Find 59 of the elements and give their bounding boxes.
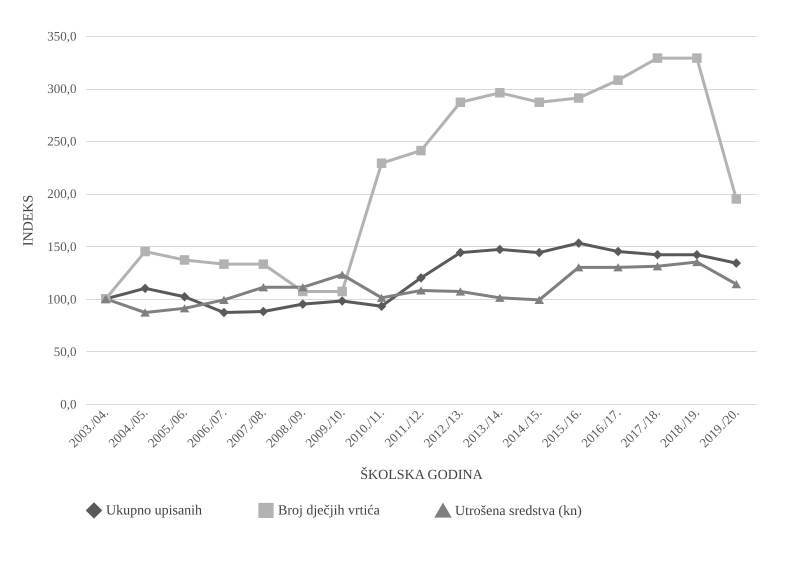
y-tick-label: 50,0 [54, 344, 76, 359]
y-tick-label: 350,0 [47, 28, 76, 44]
point [692, 53, 702, 63]
point [180, 292, 190, 302]
point [652, 53, 662, 63]
point [140, 308, 150, 317]
point [337, 270, 347, 279]
point [140, 284, 150, 294]
y-axis-title: INDEKS [21, 194, 36, 246]
point [652, 250, 662, 260]
point [219, 296, 229, 304]
point [495, 244, 505, 254]
point [416, 146, 426, 156]
y-tick-label: 300,0 [47, 81, 76, 96]
point [298, 299, 308, 309]
point [456, 248, 466, 258]
point [376, 294, 386, 302]
point [534, 248, 544, 258]
point [298, 283, 308, 292]
point [337, 296, 347, 306]
y-tick-label: 100,0 [47, 291, 76, 306]
point [180, 304, 190, 312]
point [337, 286, 347, 296]
legend-label: Ukupno upisanih [106, 503, 202, 518]
y-tick-label: 250,0 [47, 134, 76, 149]
x-axis-title: ŠKOLSKA GODINA [360, 466, 484, 484]
point [692, 258, 702, 266]
point [258, 306, 268, 316]
y-tick-label: 0,0 [60, 396, 76, 412]
point [613, 75, 623, 85]
point [574, 238, 584, 248]
point [258, 283, 268, 292]
point [652, 262, 662, 270]
point [495, 88, 505, 98]
y-tick-label: 150,0 [47, 238, 76, 254]
point [732, 280, 742, 288]
point [732, 194, 742, 204]
point [732, 258, 742, 268]
point [692, 250, 702, 260]
point [456, 97, 466, 107]
legend-label: Broj dječjih vrtića [278, 503, 381, 518]
point [376, 158, 386, 168]
point [376, 301, 386, 311]
point [613, 246, 623, 256]
point [219, 259, 229, 269]
point [416, 286, 426, 295]
point [140, 246, 150, 256]
y-tick-label: 200,0 [47, 186, 76, 202]
legend-label: Utrošena sredstva (kn) [455, 504, 582, 519]
point [180, 255, 190, 265]
point [456, 287, 466, 296]
point [574, 93, 584, 103]
point [416, 273, 426, 283]
point [219, 308, 229, 318]
point [495, 294, 505, 302]
point [534, 296, 544, 304]
point [258, 259, 268, 269]
point [613, 263, 623, 272]
point [534, 97, 544, 107]
